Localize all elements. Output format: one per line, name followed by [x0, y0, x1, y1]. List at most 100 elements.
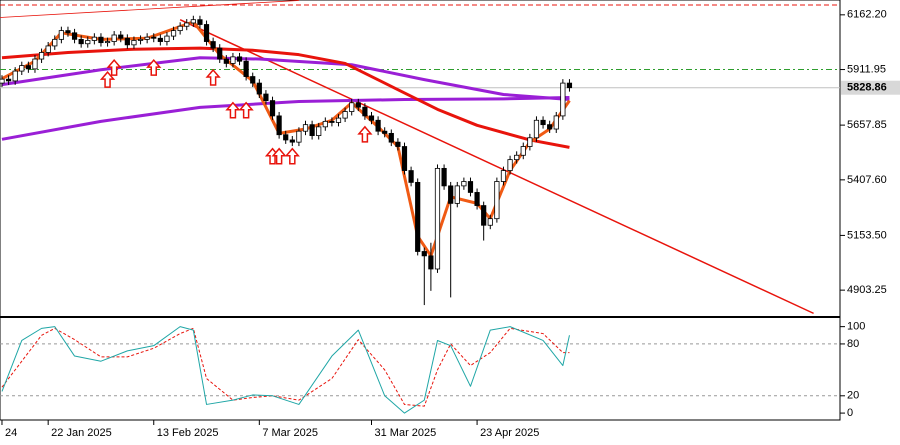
- trendline: [179, 19, 814, 315]
- candle-body: [434, 167, 441, 270]
- stochastic-panel: [0, 326, 840, 414]
- candle-body: [91, 36, 97, 41]
- candle-body: [137, 38, 144, 41]
- candle-body: [269, 100, 276, 117]
- candle-body: [553, 115, 559, 130]
- candle-body: [514, 154, 520, 161]
- x-tick-label: 7 Mar 2025: [262, 427, 318, 439]
- candle-body: [243, 60, 249, 77]
- candle-body: [527, 137, 533, 147]
- candle-body: [131, 40, 137, 46]
- axes: 6162.20 5911.95 5657.85 5407.60 5153.50 4903.…: [1, 9, 900, 439]
- y-tick-label: 6162.20: [847, 9, 887, 21]
- candle-body: [45, 45, 51, 53]
- candle-body: [375, 119, 381, 132]
- x-tick-label: 22 Jan 2025: [51, 427, 112, 439]
- signal-arrow: [106, 58, 122, 76]
- candle-body: [118, 34, 124, 39]
- stoch-tick-label: 20: [847, 390, 859, 402]
- candle-body: [335, 117, 342, 123]
- x-tick-label: 31 Mar 2025: [375, 427, 437, 439]
- candle-body: [78, 38, 84, 45]
- candle-body: [177, 25, 183, 32]
- current-price-box: [841, 80, 900, 95]
- candle-body: [368, 115, 375, 121]
- candle-body: [197, 19, 203, 25]
- candle-body: [263, 93, 269, 101]
- candle-body: [329, 120, 335, 123]
- candle-body: [461, 181, 467, 187]
- x-tick-label: 23 Apr 2025: [480, 427, 539, 439]
- candle-body: [520, 146, 526, 156]
- candle-body: [104, 41, 111, 44]
- current-price-label: 5828.86: [847, 82, 887, 94]
- candle-body: [289, 139, 295, 143]
- candle-body: [65, 30, 71, 34]
- candle-body: [481, 205, 487, 226]
- candle-body: [12, 70, 18, 82]
- candle-body: [190, 19, 196, 24]
- candle-body: [236, 56, 243, 62]
- candle-body: [395, 141, 401, 147]
- candle-body: [25, 65, 31, 70]
- candle-body: [144, 36, 150, 40]
- candle-body: [98, 36, 104, 44]
- candle-body: [441, 167, 447, 187]
- candle-body: [408, 170, 414, 183]
- signal-arrow: [284, 147, 300, 165]
- candle-body: [316, 126, 322, 136]
- candle-body: [382, 130, 388, 134]
- candle-body: [230, 56, 236, 64]
- stoch-tick-label: 0: [847, 407, 853, 419]
- stoch-k: [1, 326, 570, 414]
- trendline: [0, 0, 299, 18]
- candle-body: [474, 192, 480, 206]
- candle-body: [276, 115, 282, 136]
- candle-body: [170, 30, 177, 37]
- candle-body: [151, 36, 157, 39]
- candle-body: [210, 41, 216, 49]
- candle-body: [401, 146, 408, 171]
- signal-arrow: [225, 101, 241, 119]
- candle-body: [547, 124, 553, 130]
- signal-arrow: [357, 125, 373, 143]
- candle-body: [217, 47, 223, 60]
- signal-arrow: [271, 147, 287, 165]
- y-tick-label: 4903.25: [847, 284, 887, 296]
- candle-body: [85, 40, 91, 45]
- candle-body: [5, 78, 12, 82]
- candle-body: [296, 130, 302, 143]
- candle-body: [32, 58, 38, 70]
- candle-body: [52, 38, 58, 47]
- candle-body: [507, 159, 513, 171]
- candle-body: [124, 37, 130, 46]
- candle-body: [223, 58, 229, 64]
- candle-body: [0, 78, 5, 84]
- signal-arrow: [146, 58, 162, 76]
- candle-body: [355, 102, 361, 108]
- candle-body: [415, 181, 421, 252]
- candle-body: [428, 255, 434, 270]
- candle-body: [448, 185, 454, 204]
- candle-body: [309, 124, 315, 136]
- candle-body: [38, 52, 45, 60]
- candle-body: [349, 102, 355, 112]
- candle-body: [250, 76, 256, 84]
- candle-body: [184, 22, 190, 27]
- y-tick-label: 5657.85: [847, 119, 887, 131]
- candle-body: [19, 65, 25, 72]
- y-tick-label: 5911.95: [847, 63, 886, 75]
- price-panel: [0, 0, 840, 315]
- candle-body: [157, 37, 163, 42]
- signal-arrow: [238, 101, 254, 119]
- moving-average: [1, 96, 570, 141]
- candle-body: [540, 119, 546, 126]
- candle-body: [302, 124, 309, 132]
- x-tick-label: 24: [5, 427, 17, 439]
- y-tick-label: 5153.50: [847, 229, 887, 241]
- candle-body: [322, 120, 328, 128]
- candle-body: [421, 251, 427, 257]
- signal-arrow: [205, 68, 221, 86]
- candle-body: [203, 24, 210, 42]
